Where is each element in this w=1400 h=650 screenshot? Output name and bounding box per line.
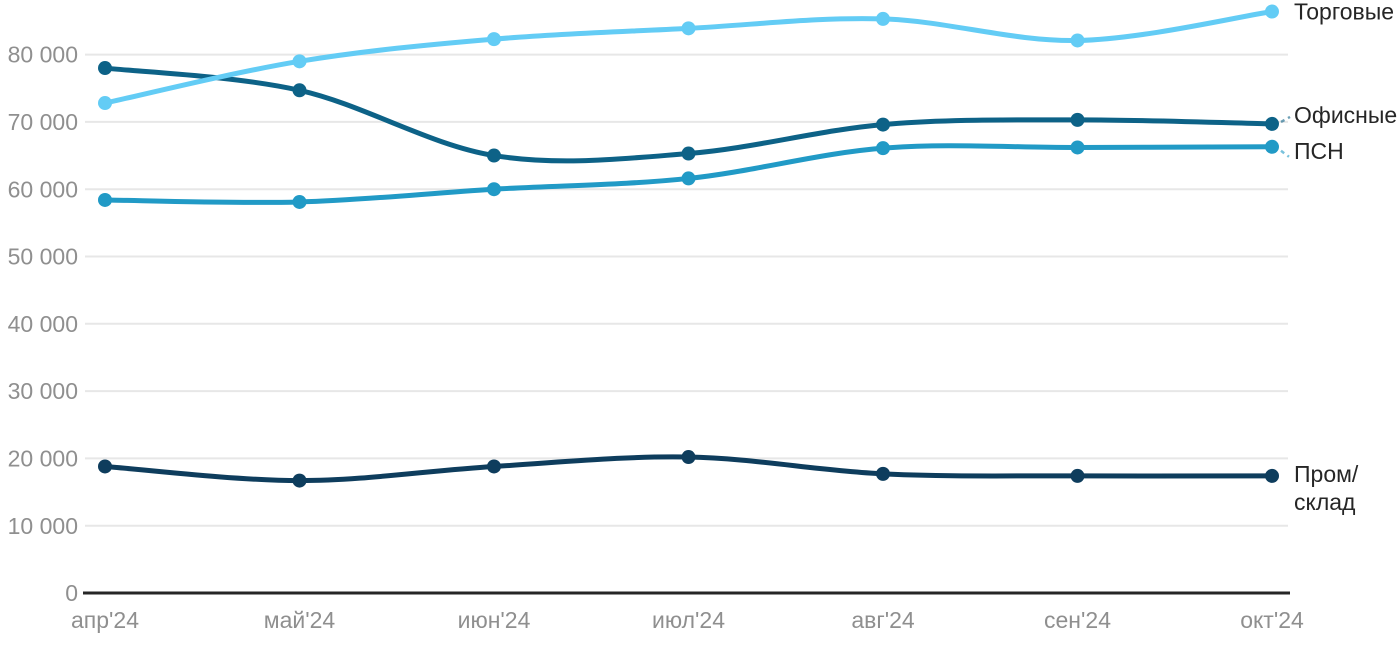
data-point-torgovye-июл'24	[681, 21, 696, 36]
y-tick-label: 20 000	[8, 445, 78, 471]
data-point-torgovye-окт'24	[1265, 4, 1279, 19]
data-point-ofisnye-апр'24	[98, 61, 112, 76]
data-point-psn-апр'24	[98, 192, 112, 207]
y-tick-label: 10 000	[8, 513, 78, 539]
y-tick-label: 40 000	[8, 311, 78, 337]
series-label-torgovye: Торговые	[1294, 0, 1394, 25]
data-point-prom-sklad-июл'24	[681, 450, 696, 465]
y-tick-label: 0	[65, 580, 78, 606]
series-label-prom-sklad: Пром/склад	[1294, 461, 1359, 515]
data-point-psn-авг'24	[876, 141, 890, 156]
data-point-ofisnye-июн'24	[487, 148, 501, 163]
y-tick-label: 50 000	[8, 244, 78, 270]
data-point-torgovye-июн'24	[487, 32, 501, 47]
data-point-ofisnye-окт'24	[1265, 116, 1279, 131]
series-prom-sklad	[98, 450, 1279, 488]
data-point-psn-май'24	[292, 194, 307, 209]
data-point-torgovye-май'24	[292, 54, 307, 69]
data-point-prom-sklad-окт'24	[1265, 468, 1279, 483]
data-point-psn-июн'24	[487, 182, 501, 197]
x-tick-label: окт'24	[1240, 607, 1304, 633]
x-tick-label: авг'24	[851, 607, 915, 633]
label-connector-psn	[1280, 149, 1290, 158]
data-point-psn-окт'24	[1265, 139, 1279, 154]
x-tick-label: июн'24	[458, 607, 531, 633]
x-tick-label: июл'24	[652, 607, 725, 633]
series-label-psn: ПСН	[1294, 138, 1344, 164]
y-tick-label: 80 000	[8, 42, 78, 68]
y-tick-label: 70 000	[8, 109, 78, 135]
data-point-torgovye-апр'24	[98, 96, 112, 111]
data-point-torgovye-сен'24	[1070, 33, 1085, 48]
data-point-prom-sklad-сен'24	[1070, 468, 1085, 483]
data-point-ofisnye-авг'24	[876, 117, 890, 132]
data-point-prom-sklad-май'24	[292, 473, 307, 488]
x-tick-label: май'24	[264, 607, 336, 633]
y-tick-label: 60 000	[8, 176, 78, 202]
series-label-ofisnye: Офисные	[1294, 102, 1397, 128]
data-point-psn-сен'24	[1070, 140, 1085, 155]
data-point-ofisnye-сен'24	[1070, 112, 1085, 127]
label-connector-ofisnye	[1280, 115, 1291, 124]
data-point-prom-sklad-апр'24	[98, 459, 112, 474]
data-point-prom-sklad-авг'24	[876, 466, 890, 481]
data-point-prom-sklad-июн'24	[487, 459, 501, 474]
series-ofisnye	[98, 61, 1279, 164]
data-point-torgovye-авг'24	[876, 11, 890, 26]
data-point-ofisnye-май'24	[292, 83, 307, 98]
series-psn	[98, 139, 1279, 209]
series-torgovye	[98, 4, 1279, 111]
data-point-ofisnye-июл'24	[681, 146, 696, 161]
y-tick-label: 30 000	[8, 378, 78, 404]
x-tick-label: сен'24	[1044, 607, 1111, 633]
data-point-psn-июл'24	[681, 171, 696, 186]
x-tick-label: апр'24	[71, 607, 139, 633]
